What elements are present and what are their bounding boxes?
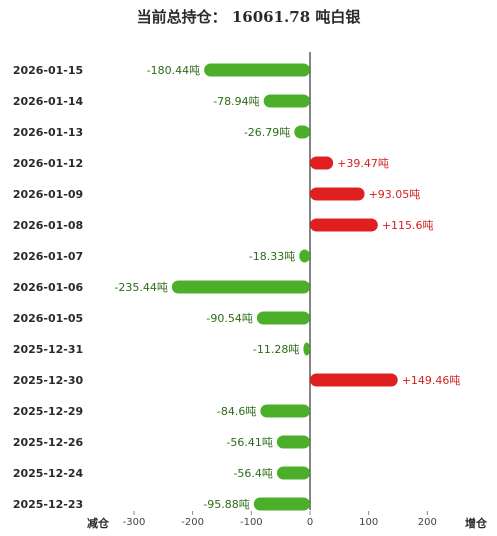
bar <box>256 311 310 325</box>
data-label: -26.79吨 <box>244 126 290 139</box>
data-label: -90.54吨 <box>206 312 252 325</box>
x-tick-label: 0 <box>307 517 313 528</box>
bar <box>276 466 310 480</box>
bar <box>171 280 310 294</box>
bar <box>299 249 310 263</box>
category-label: 2026-01-05 <box>13 312 83 325</box>
data-label: -95.88吨 <box>203 498 249 511</box>
data-label: +39.47吨 <box>337 157 389 170</box>
bar <box>303 342 310 356</box>
bar <box>253 497 310 511</box>
data-label: +93.05吨 <box>369 188 421 201</box>
data-label: +115.6吨 <box>382 219 434 232</box>
category-label: 2025-12-31 <box>13 343 83 356</box>
category-label: 2025-12-29 <box>13 405 83 418</box>
category-label: 2025-12-23 <box>13 498 83 511</box>
category-label: 2025-12-26 <box>13 436 84 449</box>
data-label: -84.6吨 <box>217 405 256 418</box>
data-label: -180.44吨 <box>147 64 200 77</box>
data-label: -11.28吨 <box>253 343 299 356</box>
category-label: 2026-01-06 <box>13 281 84 294</box>
bar <box>310 373 398 387</box>
data-label: -78.94吨 <box>213 95 259 108</box>
bar <box>310 156 334 170</box>
category-label: 2026-01-12 <box>13 157 83 170</box>
category-label: 2025-12-30 <box>13 374 84 387</box>
x-tick-label: 200 <box>418 517 437 528</box>
bar <box>310 218 378 232</box>
bar <box>310 187 365 201</box>
category-label: 2026-01-14 <box>13 95 84 108</box>
data-label: -56.4吨 <box>233 467 272 480</box>
x-tick-label: 100 <box>359 517 378 528</box>
data-label: -18.33吨 <box>249 250 295 263</box>
category-label: 2025-12-24 <box>13 467 84 480</box>
category-label: 2026-01-07 <box>13 250 83 263</box>
data-label: +149.46吨 <box>402 374 461 387</box>
bar <box>276 435 310 449</box>
bar <box>263 94 310 108</box>
x-tick-label: -300 <box>123 517 146 528</box>
right-end-label: 增仓 <box>465 516 488 530</box>
bar <box>204 63 310 77</box>
category-label: 2026-01-09 <box>13 188 83 201</box>
x-tick-label: -200 <box>181 517 204 528</box>
category-label: 2026-01-08 <box>13 219 83 232</box>
category-label: 2026-01-15 <box>13 64 83 77</box>
data-label: -235.44吨 <box>114 281 167 294</box>
chart-title: 当前总持仓： 16061.78 吨白银 <box>136 8 361 26</box>
bar <box>260 404 310 418</box>
bar <box>294 125 310 139</box>
data-label: -56.41吨 <box>226 436 272 449</box>
x-tick-label: -100 <box>240 517 263 528</box>
category-label: 2026-01-13 <box>13 126 83 139</box>
left-end-label: 减仓 <box>87 516 110 530</box>
